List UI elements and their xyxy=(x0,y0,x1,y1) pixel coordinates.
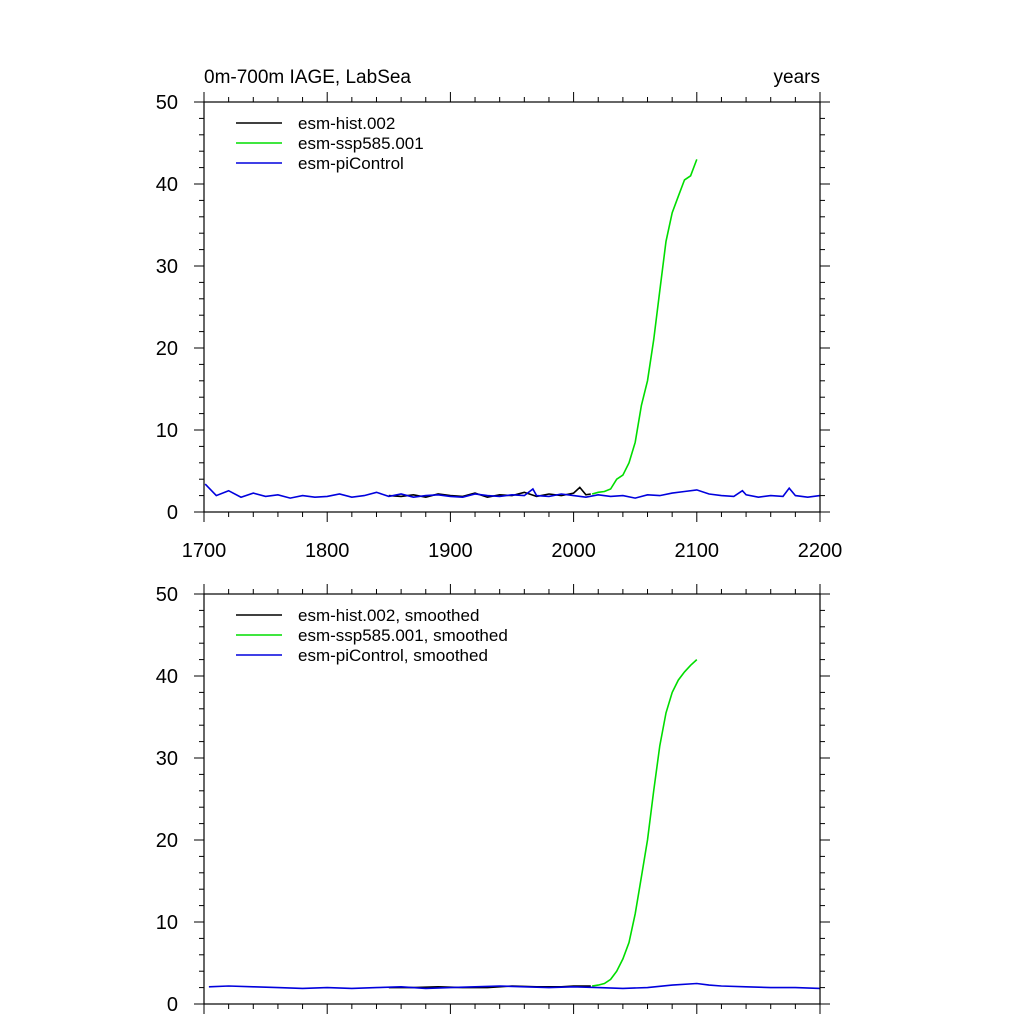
series-line-3 xyxy=(208,982,821,990)
legend-label: esm-ssp585.001 xyxy=(298,134,424,153)
tick-layer: 0 10 20 30 40 50 1700 1800 1900 2000 2100 2200 xyxy=(156,92,843,562)
plot-frame xyxy=(203,593,821,1005)
x-tick-label: 1900 xyxy=(428,540,473,562)
panel-title: 0m-700m IAGE, LabSea xyxy=(204,67,411,88)
x-tick-label: 2100 xyxy=(675,540,720,562)
series-layer xyxy=(204,159,821,499)
plot-frame xyxy=(203,101,821,513)
x-tick-label: 2000 xyxy=(551,540,596,562)
series-line-2 xyxy=(591,159,698,495)
y-tick-label: 30 xyxy=(156,748,178,770)
y-tick-label: 20 xyxy=(156,338,178,360)
units-label: years xyxy=(774,67,820,88)
legend-label: esm-ssp585.001, smoothed xyxy=(298,626,508,645)
y-tick-label: 0 xyxy=(167,502,178,524)
y-tick-label: 10 xyxy=(156,420,178,442)
y-tick-label: 20 xyxy=(156,830,178,852)
bottom-panel: 0 10 20 30 40 50 esm-hist.002, smoothedesm-ss… xyxy=(156,584,830,1016)
series-line-1 xyxy=(388,486,591,499)
series-layer xyxy=(208,659,821,990)
series-line-3 xyxy=(204,483,821,499)
top-panel: 0m-700m IAGE, LabSea years 0 10 20 30 40 50 17… xyxy=(156,67,843,562)
tick-layer: 0 10 20 30 40 50 xyxy=(156,584,830,1016)
y-tick-label: 50 xyxy=(156,584,178,606)
series-line-2 xyxy=(591,659,698,987)
x-tick-label: 1700 xyxy=(182,540,227,562)
y-tick-label: 30 xyxy=(156,256,178,278)
y-tick-label: 0 xyxy=(167,994,178,1016)
y-tick-label: 40 xyxy=(156,666,178,688)
legend-label: esm-piControl, smoothed xyxy=(298,646,488,665)
y-tick-label: 50 xyxy=(156,92,178,114)
y-tick-label: 40 xyxy=(156,174,178,196)
legend-label: esm-hist.002, smoothed xyxy=(298,606,479,625)
x-tick-label: 1800 xyxy=(305,540,350,562)
x-tick-label: 2200 xyxy=(798,540,843,562)
y-tick-label: 10 xyxy=(156,912,178,934)
legend-label: esm-hist.002 xyxy=(298,114,395,133)
legend-label: esm-piControl xyxy=(298,154,404,173)
